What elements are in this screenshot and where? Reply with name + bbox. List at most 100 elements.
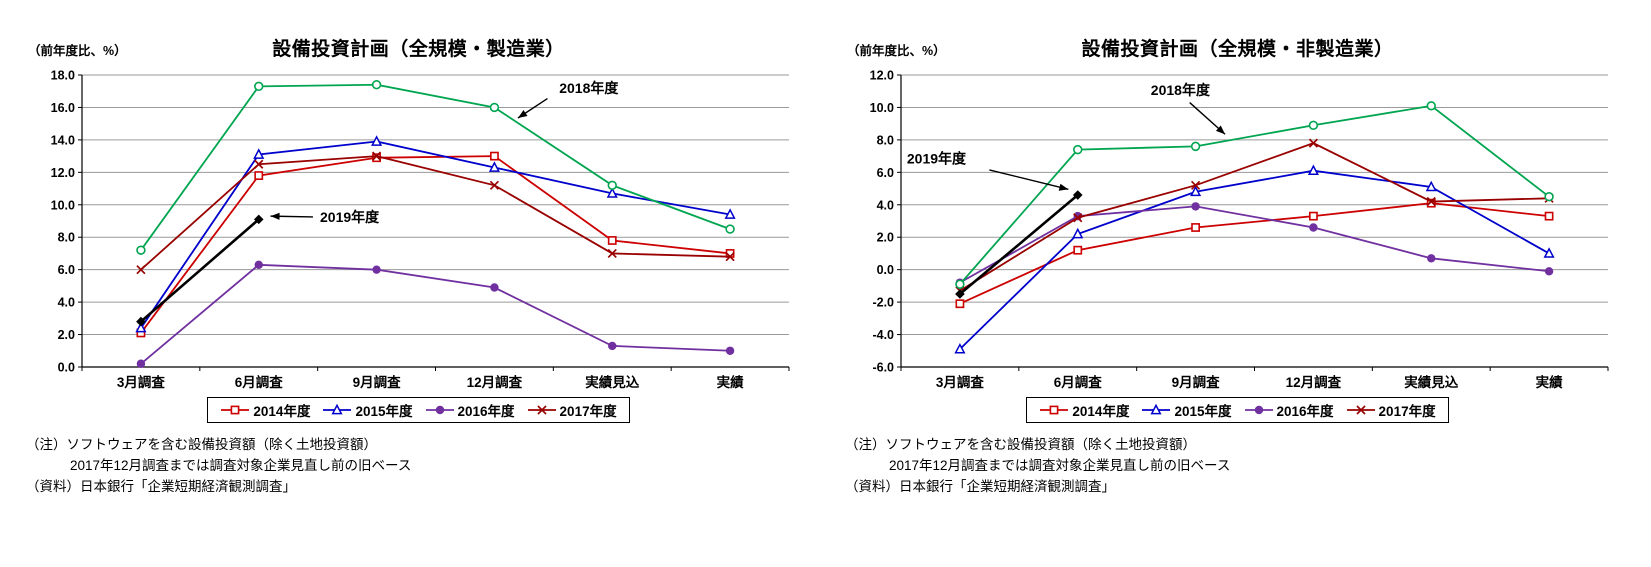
note-line: （資料）日本銀行「企業短期経済観測調査」 — [845, 478, 1115, 494]
y-tick-label: -2.0 — [872, 296, 894, 310]
y-tick-label: 10.0 — [870, 101, 894, 115]
data-point-marker — [231, 405, 240, 415]
data-point-marker — [372, 265, 381, 274]
note-line: （注）ソフトウェアを含む設備投資額（除く土地投資額） — [26, 437, 377, 452]
series-line-2014年度 — [959, 202, 1550, 305]
legend-entry-2014年度: 2014年度 — [1039, 400, 1129, 420]
data-point-marker — [1191, 223, 1200, 232]
y-tick-label: 6.0 — [877, 166, 894, 180]
y-tick-label: -4.0 — [872, 328, 894, 342]
data-point-marker — [1309, 211, 1318, 221]
x-tick-label: 9月調査 — [353, 374, 402, 390]
legend-marker-icon — [221, 405, 250, 415]
chart-panel-nonmanufacturing: （前年度比、%） 設備投資計画（全規模・非製造業） -6.0 -4.0 -2.0 0.… — [845, 34, 1630, 498]
x-tick-label: 実績見込 — [1404, 374, 1458, 390]
data-point-marker — [955, 279, 965, 289]
data-point-marker — [608, 341, 617, 351]
annotation-arrowhead-icon — [270, 212, 280, 220]
x-tick-label: 12月調査 — [467, 374, 523, 390]
data-point-marker — [1073, 144, 1083, 155]
x-tick-label: 9月調査 — [1172, 374, 1221, 390]
annotation-arrowhead-icon — [1058, 183, 1069, 191]
series-line-2016年度 — [140, 263, 731, 365]
data-point-marker — [489, 102, 500, 113]
note-line: 2017年12月調査までは調査対象企業見直し前の旧ベース — [889, 457, 1231, 473]
data-point-marker — [1191, 202, 1200, 211]
data-point-marker — [1190, 141, 1201, 152]
data-point-marker — [1425, 180, 1437, 192]
chart-header: （前年度比、%） 設備投資計画（全規模・製造業） — [26, 34, 811, 62]
data-point-marker — [1308, 120, 1319, 130]
y-axis-unit-label: （前年度比、%） — [847, 44, 946, 58]
y-tick-label: 12.0 — [51, 166, 75, 180]
x-tick-label: 6月調査 — [235, 374, 284, 390]
legend-entry-2016年度: 2016年度 — [425, 400, 515, 420]
line-chart-manufacturing: 0.0 2.0 4.0 6.0 8.0 10.0 12.0 14.0 16.0 18.0 3月調査 6… — [51, 69, 790, 390]
legend-marker-icon — [1244, 405, 1273, 415]
annotation-label: 2019年度 — [907, 150, 967, 166]
series-line-2019年度 — [140, 218, 260, 323]
data-point-marker — [1309, 223, 1318, 232]
chart-legend: 2014年度 2015年度 2016年度 2017年度 — [845, 397, 1630, 423]
y-tick-label: 18.0 — [51, 69, 75, 83]
data-point-marker — [725, 252, 735, 262]
series-line-2015年度 — [959, 169, 1550, 350]
data-point-marker — [954, 342, 966, 354]
y-tick-label: 4.0 — [58, 296, 75, 310]
data-point-marker — [253, 214, 264, 225]
data-point-marker — [331, 403, 343, 415]
legend-label: 2017年度 — [1378, 404, 1436, 419]
data-point-marker — [536, 405, 547, 415]
y-tick-label: 8.0 — [877, 133, 894, 147]
y-tick-label: 0.0 — [58, 361, 75, 375]
page: （前年度比、%） 設備投資計画（全規模・製造業） 0.0 2.0 4.0 6.0 8.0… — [26, 34, 1630, 498]
series-line-2018年度 — [959, 104, 1550, 285]
legend-marker-icon — [1142, 403, 1171, 415]
legend-entry-2015年度: 2015年度 — [322, 400, 413, 420]
data-point-marker — [955, 299, 965, 309]
data-point-marker — [607, 236, 617, 245]
y-tick-label: 4.0 — [877, 198, 894, 212]
data-point-marker — [724, 208, 736, 219]
data-point-marker — [607, 180, 617, 191]
data-point-marker — [254, 171, 264, 180]
data-point-marker — [371, 135, 383, 146]
chart-panel-manufacturing: （前年度比、%） 設備投資計画（全規模・製造業） 0.0 2.0 4.0 6.0 8.0… — [26, 34, 811, 498]
x-tick-label: 3月調査 — [117, 374, 166, 390]
annotation-arrow-line — [989, 169, 1069, 191]
y-tick-label: 10.0 — [51, 198, 75, 212]
data-point-marker — [490, 151, 499, 161]
data-point-marker — [607, 248, 617, 259]
data-point-marker — [136, 245, 146, 255]
series-line-2015年度 — [140, 140, 731, 329]
data-point-marker — [1073, 213, 1083, 223]
series-line-2018年度 — [140, 83, 731, 251]
legend-entry-2016年度: 2016年度 — [1244, 400, 1334, 420]
legend-label: 2016年度 — [1276, 404, 1334, 419]
y-tick-label: 16.0 — [51, 101, 75, 115]
data-point-marker — [1355, 405, 1366, 415]
data-point-marker — [1544, 191, 1554, 202]
legend-marker-icon — [425, 405, 454, 415]
data-point-marker — [606, 187, 618, 198]
data-point-marker — [1190, 180, 1201, 190]
legend-label: 2014年度 — [1072, 404, 1130, 419]
data-point-marker — [254, 159, 264, 169]
annotation-label: 2018年度 — [559, 80, 619, 96]
data-point-marker — [1254, 405, 1263, 415]
x-tick-label: 実績 — [717, 374, 744, 390]
data-point-marker — [435, 405, 444, 415]
y-tick-label: 2.0 — [58, 328, 75, 342]
legend-entry-2014年度: 2014年度 — [220, 400, 310, 420]
y-tick-label: 2.0 — [877, 231, 894, 245]
data-point-marker — [1427, 254, 1436, 263]
note-line: （資料）日本銀行「企業短期経済観測調査」 — [26, 478, 296, 494]
note-line: 2017年12月調査までは調査対象企業見直し前の旧ベース — [70, 457, 412, 473]
y-tick-label: 8.0 — [58, 231, 75, 245]
annotation-arrowhead-icon — [1215, 125, 1226, 135]
note-line: （注）ソフトウェアを含む設備投資額（除く土地投資額） — [845, 437, 1196, 452]
data-point-marker — [488, 161, 500, 172]
data-point-marker — [254, 81, 264, 92]
data-point-marker — [371, 151, 382, 161]
data-point-marker — [955, 289, 965, 299]
